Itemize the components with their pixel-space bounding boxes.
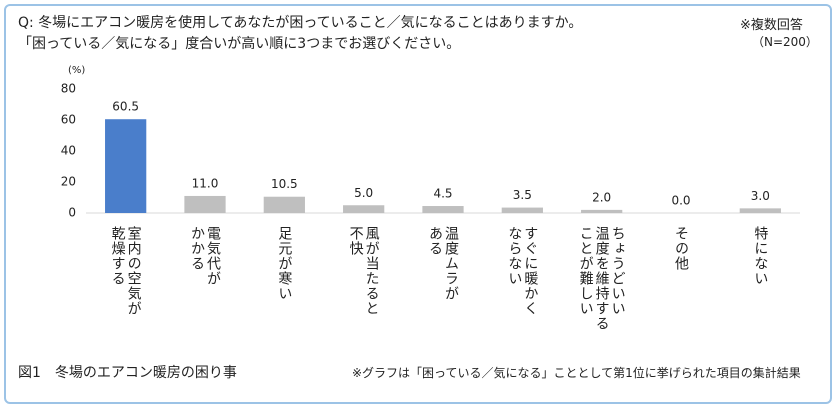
frame [4, 4, 832, 404]
bar [184, 195, 226, 213]
chart-title: Q: 冬場にエアコン暖房を使用してあなたが困っていること／気になることはあります… [18, 15, 583, 31]
bar [422, 206, 464, 213]
x-tick-label: 温度ムラが ある [427, 226, 459, 301]
value-label: 5.0 [354, 186, 373, 200]
x-tick-label: ちょうどいい 温度を維持する ことが難しい [577, 226, 626, 331]
bar [739, 208, 781, 213]
value-label: 10.5 [271, 177, 298, 191]
value-label: 4.5 [433, 187, 452, 201]
chart-subtitle: 「困っている／気になる」度合いが高い順に3つまでお選びください。 [18, 36, 461, 52]
x-tick-label: 室内の空気が 乾燥する [109, 226, 142, 316]
x-tick-label: 足元が寒い [276, 226, 293, 301]
caption: 図1 冬場のエアコン暖房の困り事 [18, 365, 237, 381]
y-tick-label: 40 [61, 144, 76, 158]
value-label: 60.5 [112, 100, 139, 114]
x-tick-label: 風が当たると 不快 [347, 226, 380, 316]
bar [581, 209, 623, 213]
annotation: ※複数回答 [740, 18, 803, 33]
value-label: 3.5 [513, 188, 532, 202]
footnote: ※グラフは「困っている／気になる」こととして第1位に挙げられた項目の集計結果 [352, 366, 801, 380]
value-label: 0.0 [671, 194, 690, 208]
y-tick-label: 80 [61, 82, 76, 96]
value-label: 3.0 [751, 189, 770, 203]
annotation: （N=200） [752, 35, 818, 49]
x-tick-label: すぐに暖かく ならない [506, 226, 539, 316]
x-tick-label: その他 [673, 226, 689, 271]
y-axis-label: (%) [68, 65, 85, 76]
bar [501, 207, 543, 213]
value-label: 2.0 [592, 190, 611, 204]
x-tick-label: 電気代が かかる [189, 226, 221, 286]
y-tick-label: 20 [61, 175, 76, 189]
x-tick-label: 特にない [752, 226, 769, 286]
bar [105, 119, 147, 213]
y-tick-label: 60 [61, 113, 76, 127]
y-tick-label: 0 [68, 206, 76, 220]
bar [343, 205, 385, 213]
bar [263, 196, 305, 213]
value-label: 11.0 [192, 176, 219, 190]
